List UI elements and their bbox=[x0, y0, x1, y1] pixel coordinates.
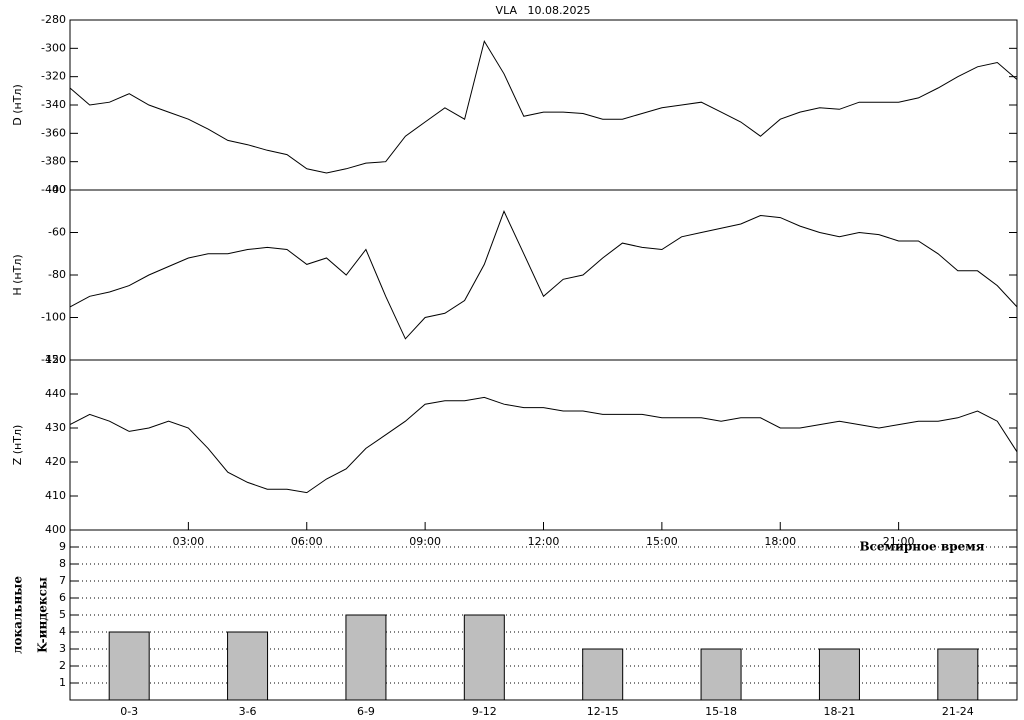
x-tick-label: 03:00 bbox=[173, 535, 205, 548]
y-tick-label: 7 bbox=[59, 574, 66, 587]
y-tick-label: -60 bbox=[48, 226, 66, 239]
bar bbox=[463, 614, 505, 701]
y-tick-label: 420 bbox=[45, 455, 66, 468]
y-tick-label: -380 bbox=[41, 155, 66, 168]
y-tick-label: -300 bbox=[41, 41, 66, 54]
y-tick-label: 440 bbox=[45, 387, 66, 400]
x-tick-label: 0-3 bbox=[120, 705, 138, 718]
x-tick-label: 12:00 bbox=[528, 535, 560, 548]
y-axis-label: K-индексы bbox=[36, 577, 50, 653]
x-tick-label: 12-15 bbox=[587, 705, 619, 718]
y-tick-label: 5 bbox=[59, 608, 66, 621]
data-line bbox=[69, 396, 1018, 494]
x-tick-label: 15-18 bbox=[705, 705, 737, 718]
y-tick-label: 9 bbox=[59, 540, 66, 553]
y-tick-label: -40 bbox=[48, 183, 66, 196]
x-tick-label: 21-24 bbox=[942, 705, 974, 718]
y-axis-label: H (нТл) bbox=[11, 254, 24, 295]
y-tick-label: 450 bbox=[45, 353, 66, 366]
chart-title: VLA 10.08.2025 bbox=[496, 4, 591, 17]
x-tick-label: 9-12 bbox=[472, 705, 497, 718]
y-tick-label: 8 bbox=[59, 557, 66, 570]
x-tick-label: 3-6 bbox=[239, 705, 257, 718]
y-tick-label: 6 bbox=[59, 591, 66, 604]
data-line bbox=[69, 210, 1018, 340]
y-tick-label: 4 bbox=[59, 625, 66, 638]
y-tick-label: -320 bbox=[41, 70, 66, 83]
data-line bbox=[69, 40, 1018, 174]
y-tick-label: 430 bbox=[45, 421, 66, 434]
y-tick-label: 3 bbox=[59, 642, 66, 655]
y-tick-label: -80 bbox=[48, 268, 66, 281]
x-tick-label: 6-9 bbox=[357, 705, 375, 718]
bar bbox=[700, 648, 742, 701]
bar bbox=[937, 648, 979, 701]
x-tick-label: 18-21 bbox=[823, 705, 855, 718]
x-tick-label: 18:00 bbox=[764, 535, 796, 548]
bar bbox=[345, 614, 387, 701]
y-tick-label: -100 bbox=[41, 311, 66, 324]
y-tick-label: -360 bbox=[41, 126, 66, 139]
y-axis-label: D (нТл) bbox=[11, 84, 24, 126]
y-tick-label: -340 bbox=[41, 98, 66, 111]
y-tick-label: 410 bbox=[45, 489, 66, 502]
y-axis-label: Z (нТл) bbox=[11, 425, 24, 466]
y-tick-label: 1 bbox=[59, 676, 66, 689]
y-tick-label: 2 bbox=[59, 659, 66, 672]
y-tick-label: -120 bbox=[41, 353, 66, 366]
y-tick-label: -280 bbox=[41, 13, 66, 26]
bar bbox=[108, 631, 150, 701]
y-tick-label: -400 bbox=[41, 183, 66, 196]
y-axis-label: локальные bbox=[11, 576, 25, 654]
x-tick-label: 09:00 bbox=[409, 535, 441, 548]
x-tick-label: 21:00 bbox=[883, 535, 915, 548]
y-tick-label: 400 bbox=[45, 523, 66, 536]
x-tick-label: 06:00 bbox=[291, 535, 323, 548]
x-tick-label: 15:00 bbox=[646, 535, 678, 548]
bar bbox=[818, 648, 860, 701]
bar bbox=[227, 631, 269, 701]
bar bbox=[582, 648, 624, 701]
